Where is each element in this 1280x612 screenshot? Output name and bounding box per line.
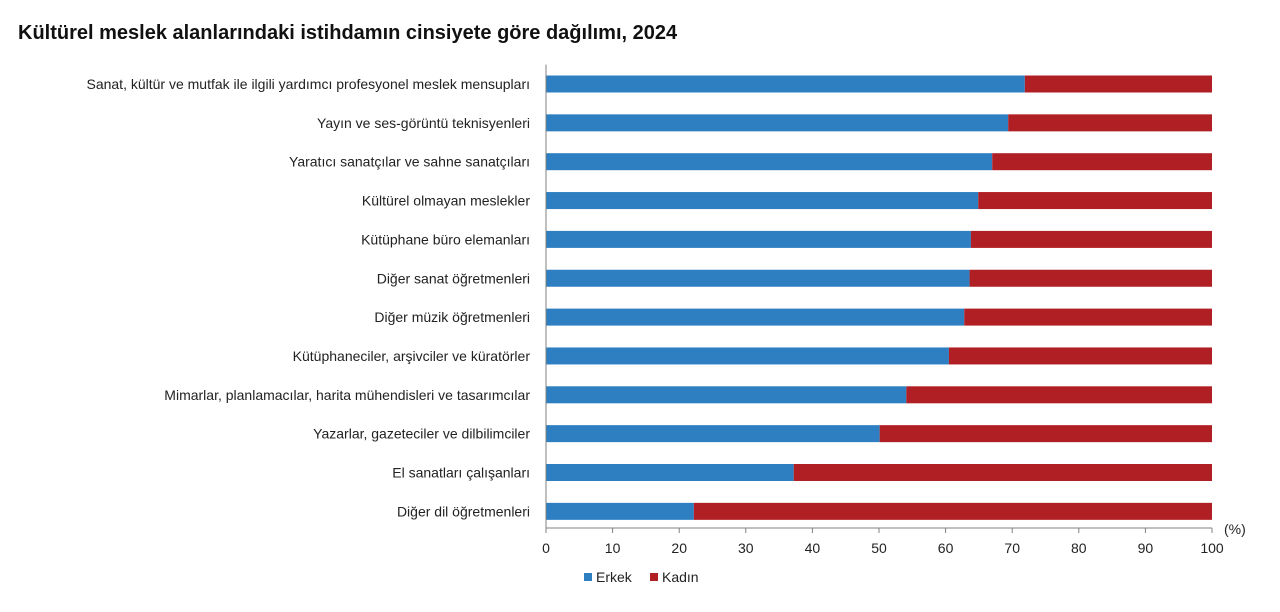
category-labels: Sanat, kültür ve mutfak ile ilgili yardı… [86, 76, 530, 519]
category-label: Mimarlar, planlamacılar, harita mühendis… [164, 387, 530, 403]
category-label: Yaratıcı sanatçılar ve sahne sanatçıları [289, 154, 530, 170]
legend: Erkek Kadın [584, 569, 699, 585]
category-label: Diğer müzik öğretmenleri [374, 309, 530, 325]
unit-label: (%) [1224, 521, 1246, 537]
x-tick-label: 50 [871, 540, 887, 556]
bar-kadin [793, 464, 1212, 481]
category-label: Kültürel olmayan meslekler [362, 193, 530, 209]
category-label: Kütüphane büro elemanları [361, 231, 530, 247]
bar-erkek [546, 502, 694, 520]
bar-kadin [964, 308, 1212, 326]
category-label: Yayın ve ses-görüntü teknisyenleri [317, 115, 530, 131]
category-label: Sanat, kültür ve mutfak ile ilgili yardı… [86, 76, 530, 92]
x-tick-label: 0 [542, 540, 550, 556]
x-tick-label: 70 [1004, 540, 1020, 556]
x-tick-label: 80 [1071, 540, 1087, 556]
x-tick-label: 90 [1138, 540, 1154, 556]
category-label: Diğer sanat öğretmenleri [377, 270, 530, 286]
bar-erkek [546, 308, 965, 326]
bar-kadin [1008, 114, 1212, 132]
x-axis: 0 10 20 30 40 50 60 70 80 90 100(%) [542, 64, 1246, 556]
bar-erkek [546, 386, 907, 404]
bar-erkek [546, 75, 1025, 93]
x-tick-label: 30 [738, 540, 754, 556]
bar-kadin [978, 192, 1212, 210]
legend-swatch-kadin [650, 573, 658, 581]
bars-group [546, 75, 1212, 520]
bar-erkek [546, 464, 794, 481]
legend-label-erkek: Erkek [596, 569, 633, 585]
category-label: Kütüphaneciler, arşivciler ve küratörler [293, 348, 531, 364]
bar-erkek [546, 425, 880, 443]
bar-kadin [969, 269, 1212, 287]
chart-title: Kültürel meslek alanlarındaki istihdamın… [18, 22, 678, 44]
bar-kadin [970, 230, 1212, 248]
category-label: Diğer dil öğretmenleri [397, 503, 530, 519]
bar-erkek [546, 269, 970, 287]
bar-erkek [546, 114, 1009, 132]
x-tick-label: 60 [938, 540, 954, 556]
category-label: El sanatları çalışanları [392, 465, 530, 481]
bar-erkek [546, 192, 979, 210]
legend-label-kadin: Kadın [662, 569, 699, 585]
legend-swatch-erkek [584, 573, 592, 581]
x-tick-label: 100 [1200, 540, 1224, 556]
bar-kadin [879, 425, 1212, 443]
bar-erkek [546, 153, 993, 171]
bar-kadin [992, 153, 1212, 171]
bar-kadin [948, 347, 1212, 365]
bar-kadin [1024, 75, 1212, 93]
x-tick-label: 20 [671, 540, 687, 556]
bar-kadin [906, 386, 1212, 404]
x-tick-label: 40 [805, 540, 821, 556]
category-label: Yazarlar, gazeteciler ve dilbilimciler [313, 426, 530, 442]
x-tick-label: 10 [605, 540, 621, 556]
bar-kadin [693, 502, 1212, 520]
bar-erkek [546, 230, 971, 248]
bar-erkek [546, 347, 949, 365]
